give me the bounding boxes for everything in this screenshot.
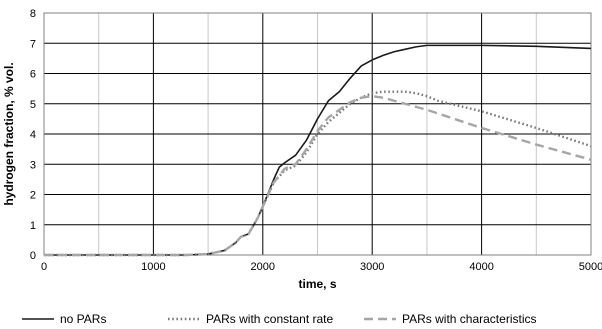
x-tick-label: 4000	[469, 261, 493, 273]
series-layer	[44, 44, 592, 257]
x-axis-label: time, s	[298, 277, 336, 291]
plot-area	[43, 12, 592, 256]
x-tick-label: 1000	[141, 261, 165, 273]
y-tick-label: 0	[30, 250, 36, 262]
grid	[44, 13, 591, 255]
series-line-3	[44, 94, 592, 257]
x-tick-label: 5000	[579, 261, 602, 273]
y-tick-label: 4	[30, 129, 36, 141]
y-axis-label: hydrogen fraction, % vol.	[2, 62, 16, 205]
x-axis-ticks: 0 1000 2000 3000 4000 5000	[41, 261, 602, 273]
y-tick-label: 7	[30, 38, 36, 50]
y-tick-label: 8	[30, 8, 36, 20]
x-tick-label: 0	[41, 261, 47, 273]
legend-label-1: no PARs	[60, 312, 106, 326]
legend-label-3: PARs with characteristics	[402, 312, 536, 326]
y-tick-label: 2	[30, 190, 36, 202]
series-line-2	[44, 90, 592, 257]
y-tick-label: 5	[30, 99, 36, 111]
series-line-1	[44, 44, 592, 256]
legend: no PARs PARs with constant rate PARs with …	[22, 312, 536, 326]
y-tick-label: 6	[30, 69, 36, 81]
y-tick-label: 3	[30, 159, 36, 171]
y-tick-label: 1	[30, 220, 36, 232]
x-tick-label: 2000	[251, 261, 275, 273]
y-axis-ticks: 0 1 2 3 4 5 6 7 8	[30, 8, 36, 262]
x-tick-label: 3000	[360, 261, 384, 273]
legend-label-2: PARs with constant rate	[206, 312, 333, 326]
